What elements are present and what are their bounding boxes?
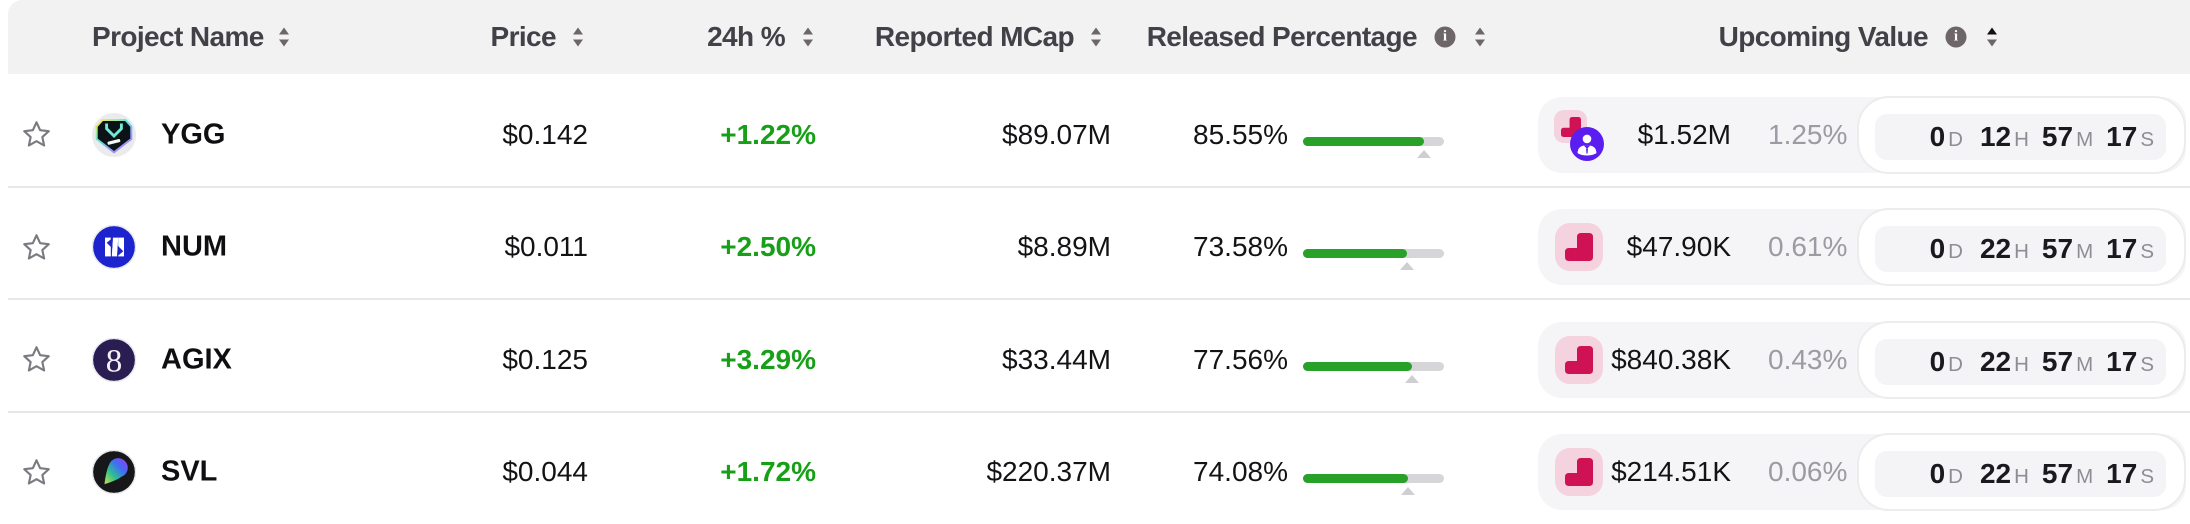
svg-text:8: 8	[106, 343, 123, 379]
